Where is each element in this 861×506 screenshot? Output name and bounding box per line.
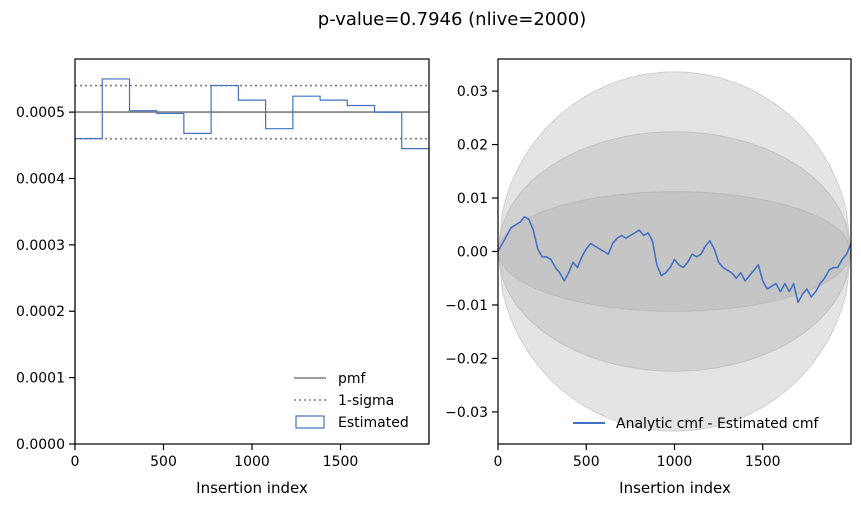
left-y-ticks: 0.0000 0.0001 0.0002 0.0003 0.0004 0.0005	[16, 105, 75, 453]
left-y-tick-label: 0.0001	[16, 371, 65, 387]
left-x-ticks: 0 500 1000 1500	[71, 444, 359, 470]
left-y-tick-label: 0.0004	[16, 171, 65, 187]
left-x-axis-label: Insertion index	[196, 479, 308, 497]
right-y-tick-label: 0.00	[457, 245, 488, 261]
right-y-tick-label: 0.01	[457, 191, 488, 207]
left-y-tick-label: 0.0000	[16, 437, 65, 453]
left-x-tick-label: 1000	[234, 454, 270, 470]
right-x-ticks: 0 500 1000 1500	[494, 444, 781, 470]
legend-label-cmf-difference: Analytic cmf - Estimated cmf	[616, 416, 819, 432]
right-x-tick-label: 1500	[745, 454, 781, 470]
left-x-tick-label: 0	[71, 454, 80, 470]
right-y-tick-label: 0.03	[457, 84, 488, 100]
right-legend: Analytic cmf - Estimated cmf	[573, 416, 819, 432]
right-y-tick-label: −0.03	[445, 405, 488, 421]
right-x-tick-label: 1000	[657, 454, 693, 470]
right-y-tick-label: −0.01	[445, 298, 488, 314]
right-y-tick-label: 0.02	[457, 138, 488, 154]
left-legend: pmf 1-sigma Estimated	[294, 371, 409, 431]
left-x-tick-label: 1500	[323, 454, 359, 470]
right-panel-cmf-difference: 0 500 1000 1500 −0.03 −0.02 −0.01 0.00 0.01 0.02…	[445, 58, 852, 497]
right-y-tick-label: −0.02	[445, 351, 488, 367]
legend-label-estimated: Estimated	[338, 415, 409, 431]
sigma-band-1	[498, 191, 851, 312]
left-x-tick-label: 500	[150, 454, 177, 470]
right-x-tick-label: 500	[573, 454, 600, 470]
legend-label-1-sigma: 1-sigma	[338, 393, 394, 409]
left-y-tick-label: 0.0005	[16, 105, 65, 121]
legend-label-pmf: pmf	[338, 371, 367, 387]
sigma-band-2	[498, 131, 851, 372]
left-axes-frame	[74, 58, 430, 445]
left-y-tick-label: 0.0002	[16, 304, 65, 320]
right-x-axis-label: Insertion index	[619, 479, 731, 497]
left-plot-area	[74, 78, 430, 444]
right-plot-area	[498, 71, 851, 432]
estimated-histogram-step	[74, 78, 430, 444]
cmf-difference-line	[498, 215, 851, 304]
right-y-ticks: −0.03 −0.02 −0.01 0.00 0.01 0.02 0.03	[445, 84, 498, 421]
left-y-tick-label: 0.0003	[16, 238, 65, 254]
sigma-band-3	[498, 71, 851, 432]
left-panel-pmf-histogram: 0 500 1000 1500 0.00000.00010.00020.00030.0…	[16, 58, 430, 497]
legend-swatch-estimated	[295, 415, 325, 429]
right-x-tick-label: 0	[494, 454, 503, 470]
figure-title: p-value=0.7946 (nlive=2000)	[318, 9, 586, 30]
